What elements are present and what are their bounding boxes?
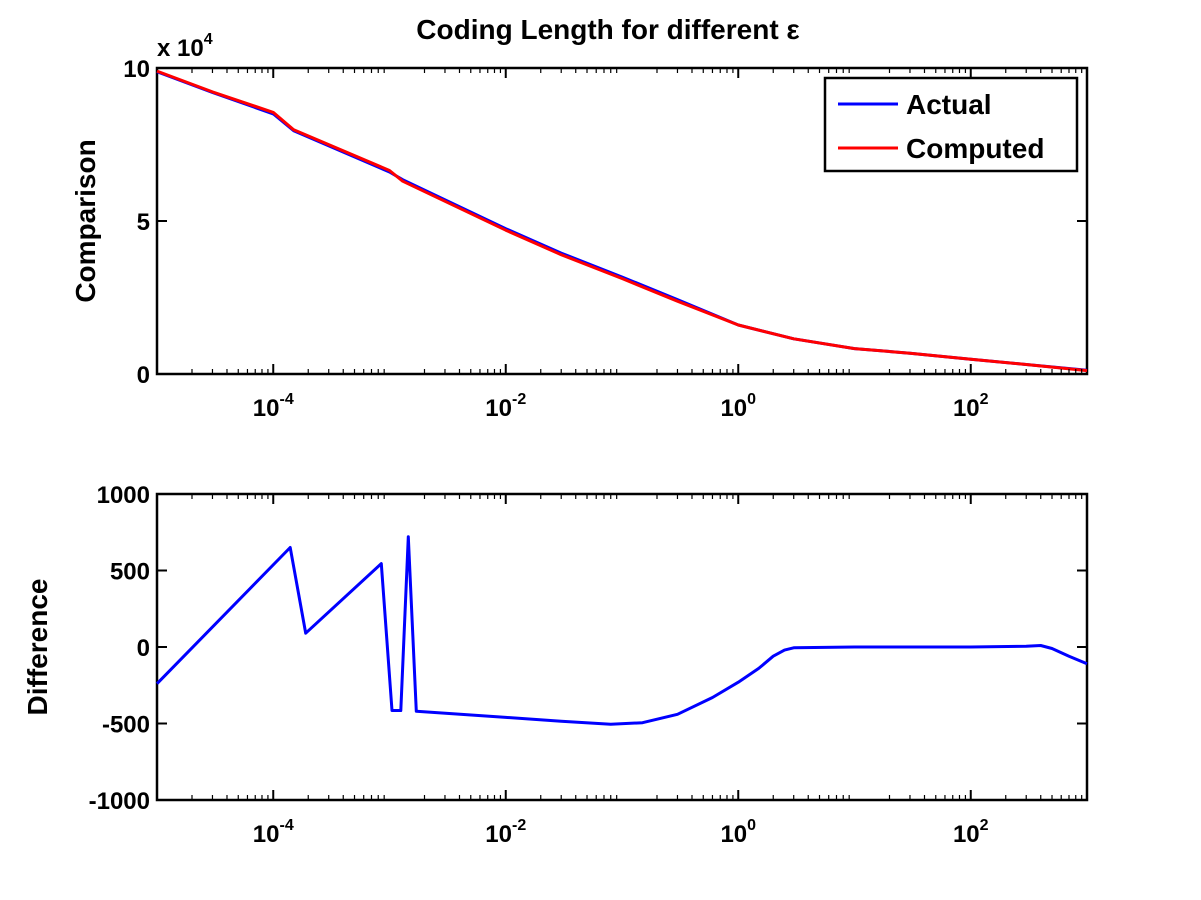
bottom-difference-plot: 10-4 10-2 100 102 -1000 -500 0 500 1000 Differen… bbox=[22, 482, 1089, 848]
plot-1-x-tick-label: 100 bbox=[720, 817, 756, 848]
plot-0-series-computed-line bbox=[156, 69, 1088, 373]
plot-0-legend: Actual Computed bbox=[823, 76, 1079, 173]
plot-1-series-difference-line bbox=[155, 535, 1088, 726]
plot-0-y-tick-label: 10 bbox=[123, 56, 150, 83]
plot-0-y-exponent: x 104 bbox=[157, 31, 213, 62]
plot-1-x-tick-label: 102 bbox=[953, 817, 989, 848]
top-comparison-plot: 10-4 10-2 100 102 0 5 10 Comparison x 104 Actu… bbox=[70, 31, 1089, 422]
plot-0-x-tick-label: 100 bbox=[720, 391, 756, 422]
plot-1-y-tick-label: -1000 bbox=[89, 788, 150, 815]
plot-1-x-tick-label: 10-2 bbox=[485, 817, 526, 848]
figure-title: Coding Length for different ε bbox=[416, 14, 799, 45]
plot-0-y-exponent-base: x 10 bbox=[157, 35, 204, 62]
legend-label-computed: Computed bbox=[906, 133, 1044, 164]
plot-0-y-exponent-power: 4 bbox=[204, 31, 213, 48]
plot-0-y-tick-label: 0 bbox=[137, 362, 150, 389]
plot-1-y-tick-label: -500 bbox=[102, 712, 150, 739]
plot-1-y-tick-label: 1000 bbox=[97, 482, 150, 509]
plot-0-y-tick-label: 5 bbox=[137, 209, 150, 236]
plot-1-series-group bbox=[155, 535, 1088, 726]
plot-0-ticks-group: 10-4 10-2 100 102 0 5 10 bbox=[123, 56, 1087, 422]
plot-0-ylabel: Comparison bbox=[70, 139, 101, 302]
plot-0-x-tick-label: 102 bbox=[953, 391, 989, 422]
legend-label-actual: Actual bbox=[906, 89, 992, 120]
plot-1-ticks-group: 10-4 10-2 100 102 -1000 -500 0 500 1000 bbox=[89, 482, 1087, 848]
plot-0-series-group bbox=[156, 69, 1088, 373]
plot-0-x-tick-label: 10-4 bbox=[253, 391, 294, 422]
plot-1-ylabel: Difference bbox=[22, 579, 53, 716]
plot-1-y-tick-label: 500 bbox=[110, 559, 150, 586]
legend-box bbox=[823, 76, 1079, 173]
plot-1-x-tick-label: 10-4 bbox=[253, 817, 294, 848]
plot-0-x-tick-label: 10-2 bbox=[485, 391, 526, 422]
plot-1-y-tick-label: 0 bbox=[137, 635, 150, 662]
